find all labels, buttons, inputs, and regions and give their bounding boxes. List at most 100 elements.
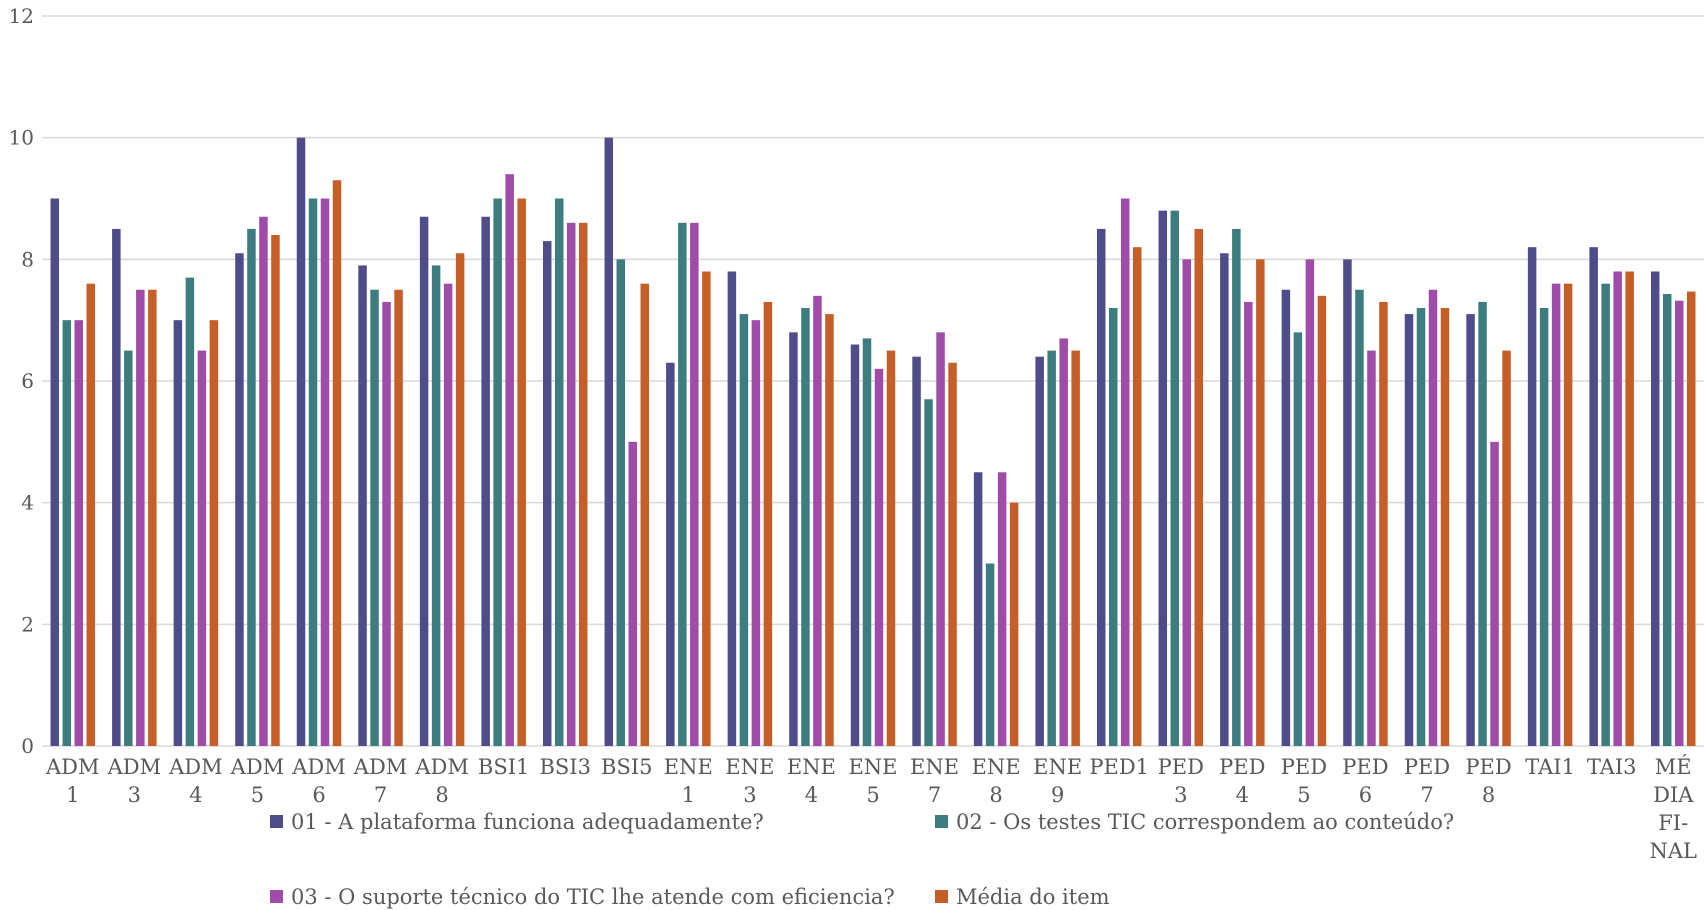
x-tick-label: PED 4 <box>1219 755 1265 807</box>
bar <box>1686 291 1696 746</box>
bar <box>185 277 195 746</box>
x-tick-label: ADM 1 <box>45 755 100 807</box>
bar <box>86 283 96 746</box>
bar <box>751 320 761 746</box>
x-tick-label: ADM 8 <box>414 755 469 807</box>
bar <box>554 198 564 746</box>
x-tick-label: PED 3 <box>1158 755 1204 807</box>
bar <box>50 198 60 746</box>
bar <box>616 259 626 746</box>
legend-item: 01 - A plataforma funciona adequadamente… <box>270 810 764 834</box>
bar <box>235 253 244 746</box>
bar <box>136 289 145 746</box>
bar <box>1674 300 1684 746</box>
y-tick-label: 12 <box>9 4 34 28</box>
x-tick-label: PED 6 <box>1342 755 1388 807</box>
bar <box>1108 308 1118 746</box>
bar <box>1355 289 1364 746</box>
bar <box>370 289 379 746</box>
x-tick-label: ENE 7 <box>910 755 959 807</box>
bar <box>1416 308 1426 746</box>
bar <box>173 320 183 746</box>
bar <box>296 137 306 746</box>
bar <box>874 368 884 746</box>
x-tick-label: BSI1 <box>478 755 529 779</box>
bar <box>542 241 552 747</box>
gridlines <box>42 15 1704 747</box>
bar <box>332 180 342 746</box>
bar <box>1132 247 1142 746</box>
bar <box>247 228 256 746</box>
bar <box>1539 308 1549 746</box>
bar <box>358 265 367 746</box>
bar <box>320 198 330 746</box>
bar <box>789 332 798 746</box>
bar <box>1440 308 1450 746</box>
x-tick-label: TAI1 <box>1525 755 1575 779</box>
legend-swatch <box>270 890 283 903</box>
bar <box>1527 247 1537 746</box>
bar <box>74 320 84 746</box>
bar <box>1343 259 1352 746</box>
bar <box>1305 259 1315 746</box>
bar <box>1158 210 1168 746</box>
legend-item: 03 - O suporte técnico do TIC lhe atende… <box>270 885 895 909</box>
bar <box>271 235 280 746</box>
bar <box>62 320 72 746</box>
legend-label: 03 - O suporte técnico do TIC lhe atende… <box>291 885 895 909</box>
bar <box>1071 350 1080 746</box>
bar <box>1551 283 1561 746</box>
bar <box>1317 295 1327 746</box>
bar <box>517 198 526 746</box>
bar <box>912 356 921 746</box>
bar <box>308 198 318 746</box>
bar <box>1244 301 1253 746</box>
bar <box>862 338 872 746</box>
bar <box>124 350 133 746</box>
bar <box>493 198 502 746</box>
bar <box>1428 289 1438 746</box>
x-tick-label: PED 8 <box>1465 755 1511 807</box>
x-tick-label: ADM 5 <box>230 755 285 807</box>
x-tick-label: ENE 1 <box>664 755 713 807</box>
y-tick-label: 8 <box>21 247 34 271</box>
bar <box>763 301 773 746</box>
bar <box>1490 441 1499 746</box>
x-tick-label: TAI3 <box>1587 755 1637 779</box>
x-tick-label: ADM 4 <box>168 755 223 807</box>
bar <box>1281 289 1291 746</box>
bar <box>431 265 441 746</box>
bar <box>813 295 822 746</box>
bar <box>148 289 157 746</box>
bar <box>419 216 429 746</box>
x-tick-label: ADM 7 <box>353 755 408 807</box>
x-tick-label: PED 7 <box>1404 755 1450 807</box>
bar <box>1194 228 1204 746</box>
bar <box>1232 228 1241 746</box>
series-bars <box>50 137 1660 747</box>
bar <box>936 332 945 746</box>
bar <box>973 472 983 746</box>
x-tick-label: BSI3 <box>539 755 590 779</box>
series-bars <box>74 174 1684 747</box>
bar <box>801 308 810 746</box>
bar <box>640 283 650 746</box>
x-tick-label: ADM 3 <box>107 755 162 807</box>
x-tick-label: ENE 9 <box>1033 755 1082 807</box>
x-tick-label: MÉ DIA FI-NAL <box>1649 755 1697 863</box>
bar <box>1589 247 1598 746</box>
bar <box>455 253 465 746</box>
legend-label: Média do item <box>956 885 1110 909</box>
bar <box>886 350 896 746</box>
y-tick-label: 2 <box>21 612 34 636</box>
y-tick-label: 4 <box>21 491 34 515</box>
bar <box>1096 228 1106 746</box>
bar <box>394 289 403 746</box>
series-bars <box>62 198 1672 747</box>
bar <box>1650 271 1660 746</box>
bar <box>1563 283 1573 746</box>
bar <box>1367 350 1376 746</box>
legend-label: 01 - A plataforma funciona adequadamente… <box>291 810 764 834</box>
bar <box>443 283 453 746</box>
